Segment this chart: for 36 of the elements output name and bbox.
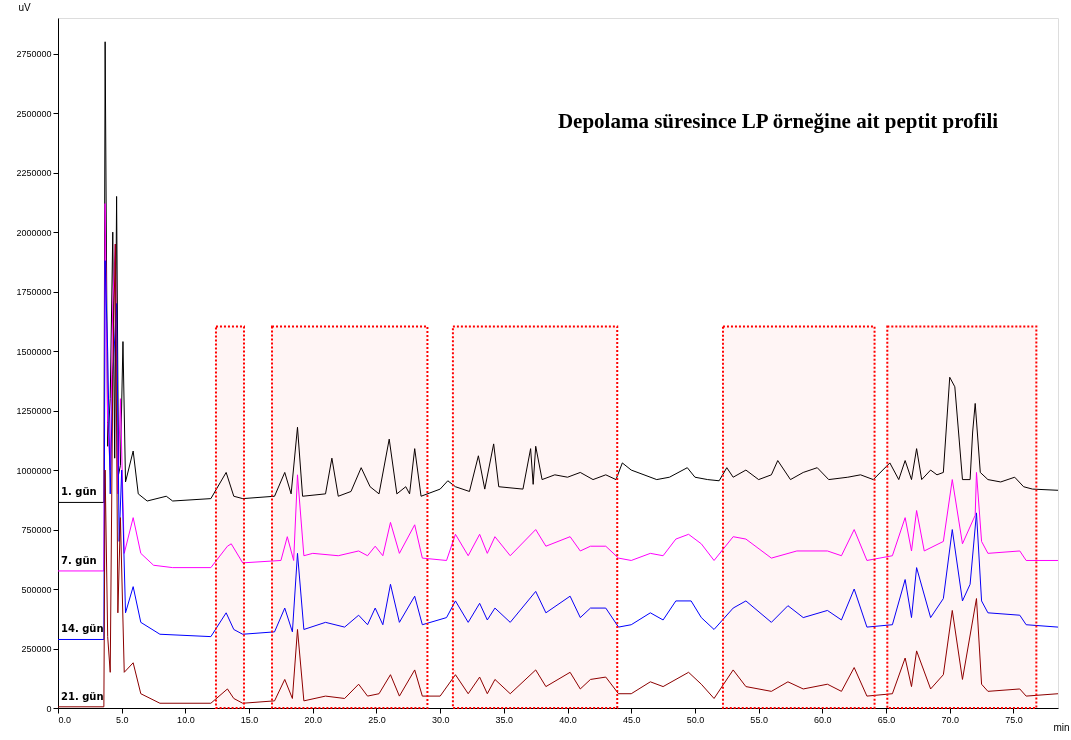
x-tick-label: 65.0 xyxy=(877,714,896,725)
x-tick-label: 0.0 xyxy=(58,714,72,725)
x-tick-label: 30.0 xyxy=(431,714,450,725)
x-tick-label: 35.0 xyxy=(495,714,514,725)
y-tick-label: 2250000 xyxy=(16,168,52,179)
y-axis-title: uV xyxy=(18,1,32,13)
series-label: 21. gün xyxy=(61,690,104,702)
x-tick-label: 75.0 xyxy=(1005,714,1023,725)
y-tick-label: 750000 xyxy=(21,525,52,536)
series-label: 1. gün xyxy=(61,486,97,498)
y-tick-label: 1250000 xyxy=(16,406,52,417)
x-tick-label: 40.0 xyxy=(559,714,577,725)
y-tick-label: 500000 xyxy=(21,584,52,595)
x-tick-label: 25.0 xyxy=(368,714,386,725)
y-tick-label: 2750000 xyxy=(16,49,52,60)
x-tick-label: 45.0 xyxy=(622,714,641,725)
y-tick-label: 2000000 xyxy=(16,227,52,238)
series-label: 7. gün xyxy=(61,554,97,566)
series-label: 14. gün xyxy=(61,623,104,635)
y-tick-label: 1000000 xyxy=(16,465,52,476)
y-tick-label: 1500000 xyxy=(16,346,52,357)
y-tick-label: 250000 xyxy=(21,644,52,655)
x-tick-label: 60.0 xyxy=(814,714,832,725)
x-tick-label: 70.0 xyxy=(941,714,959,725)
x-tick-label: 55.0 xyxy=(750,714,768,725)
x-tick-label: 50.0 xyxy=(686,714,705,725)
y-tick-label: 1750000 xyxy=(16,287,52,298)
line-series xyxy=(58,260,1058,640)
y-tick-label: 2500000 xyxy=(16,108,52,119)
x-tick-label: 20.0 xyxy=(304,714,323,725)
text: Depolama süresince LP örneğine ait peptit profili xyxy=(557,108,999,133)
x-tick-label: 15.0 xyxy=(240,714,259,725)
y-tick-label: 0 xyxy=(46,703,52,714)
x-tick-label: 10.0 xyxy=(177,714,195,725)
x-axis-title: min xyxy=(1053,721,1070,733)
x-tick-label: 5.0 xyxy=(115,714,129,725)
